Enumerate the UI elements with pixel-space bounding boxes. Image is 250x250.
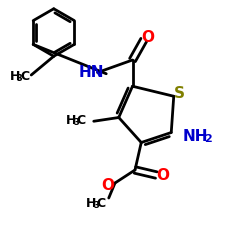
Text: H: H bbox=[10, 70, 20, 83]
Text: 3: 3 bbox=[93, 201, 99, 210]
Text: C: C bbox=[97, 197, 106, 210]
Text: C: C bbox=[20, 70, 29, 83]
Text: S: S bbox=[174, 86, 184, 100]
Text: O: O bbox=[141, 30, 154, 44]
Text: H: H bbox=[86, 197, 97, 210]
Text: C: C bbox=[77, 114, 86, 127]
Text: O: O bbox=[102, 178, 114, 192]
Text: O: O bbox=[156, 168, 169, 182]
Text: NH: NH bbox=[182, 129, 208, 144]
Text: 2: 2 bbox=[204, 134, 212, 144]
Text: 3: 3 bbox=[73, 118, 79, 127]
Text: H: H bbox=[66, 114, 76, 127]
Text: 3: 3 bbox=[16, 74, 22, 83]
Text: HN: HN bbox=[78, 65, 104, 80]
